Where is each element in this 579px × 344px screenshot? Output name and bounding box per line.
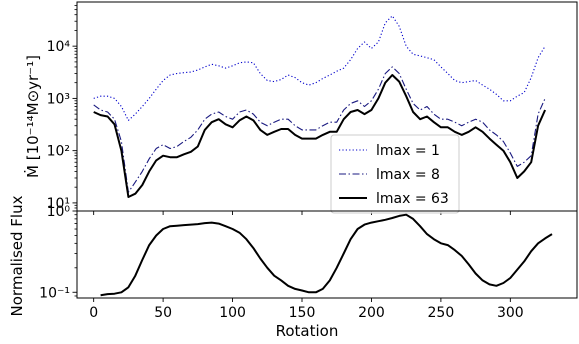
bottom-panel: 10⁰ 10⁻¹ 0 50 100 150 200 250 300 Normalised Flux…: [8, 195, 578, 340]
bottom-y-axis-label: Normalised Flux: [8, 195, 26, 316]
top-y-axis-label: Ṁ [10⁻¹⁴M⊙yr⁻¹]: [23, 55, 42, 178]
x-tick-label: 0: [89, 305, 98, 321]
legend-label: lmax = 1: [376, 143, 440, 159]
series-line-lmax-8: [93, 66, 546, 193]
y-tick-label: 10⁰: [47, 204, 71, 220]
bottom-minor-ticks: [74, 214, 77, 297]
legend: lmax = 1 lmax = 8 lmax = 63: [330, 134, 460, 214]
x-tick-label: 300: [497, 305, 524, 321]
series-line-lmax-63: [93, 74, 547, 198]
bottom-axes-frame: [76, 210, 578, 299]
y-tick-label: 10²: [47, 144, 70, 160]
legend-label: lmax = 63: [376, 191, 449, 207]
y-tick-label: 10⁻¹: [39, 285, 70, 301]
x-tick-label: 200: [358, 305, 385, 321]
top-minor-ticks: [74, 5, 77, 209]
series-line-lmax-1: [93, 15, 546, 121]
x-tick-label: 150: [289, 305, 316, 321]
legend-box: [330, 134, 460, 214]
series-line-bottom-0: [100, 213, 553, 297]
y-tick-label: 10³: [47, 91, 70, 107]
y-tick-label: 10¹: [47, 196, 70, 212]
x-tick-label: 250: [428, 305, 455, 321]
x-tick-label: 100: [219, 305, 246, 321]
x-tick-label: 50: [154, 305, 172, 321]
x-axis-label: Rotation: [276, 322, 339, 340]
legend-label: lmax = 8: [376, 167, 440, 183]
y-tick-label: 10⁴: [47, 39, 71, 55]
